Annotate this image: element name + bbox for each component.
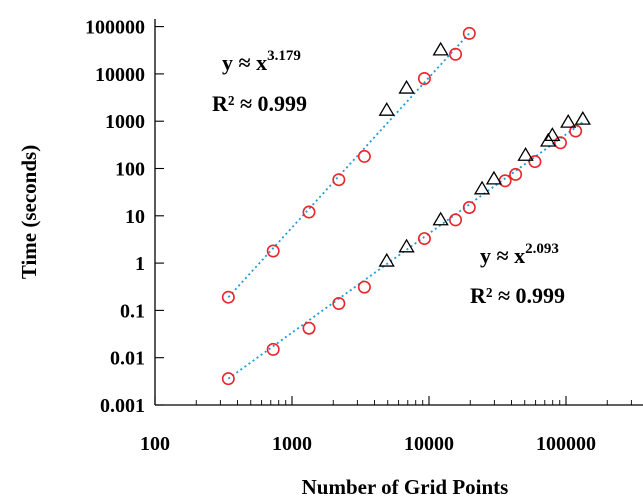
ticks: 0.001 0.01 0.1 1 10 100 1000 10000 100000 100 1000… bbox=[85, 17, 632, 455]
data-markers bbox=[221, 26, 591, 386]
circle-marker bbox=[417, 71, 431, 85]
circle-marker bbox=[266, 342, 280, 356]
triangle-marker bbox=[378, 252, 395, 267]
x-tick-label: 100000 bbox=[536, 433, 596, 455]
triangle-marker bbox=[544, 127, 561, 141]
triangle-marker bbox=[574, 110, 591, 125]
lower-fit-equation-base: y ≈ x bbox=[480, 243, 525, 268]
circle-marker bbox=[302, 205, 316, 219]
x-axis-title: Number of Grid Points bbox=[302, 475, 509, 499]
y-tick-label: 10 bbox=[125, 206, 145, 228]
lower-fit-equation-exponent: 2.093 bbox=[525, 241, 559, 257]
fit-lines bbox=[227, 32, 584, 380]
triangle-marker bbox=[432, 211, 449, 226]
x-tick-label: 10000 bbox=[404, 433, 454, 455]
y-tick-label: 10000 bbox=[95, 64, 145, 86]
upper-fit-equation-base: y ≈ x bbox=[222, 50, 267, 75]
circle-marker bbox=[302, 321, 316, 335]
circle-marker bbox=[332, 296, 346, 310]
lower-fit-r-squared: R² ≈ 0.999 bbox=[470, 283, 565, 308]
y-tick-label: 1000 bbox=[105, 111, 145, 133]
circle-marker bbox=[221, 290, 235, 304]
circle-marker bbox=[553, 136, 567, 150]
triangle-marker bbox=[473, 180, 491, 195]
circle-marker bbox=[357, 280, 371, 294]
lower-fit-equation: y ≈ x2.093 bbox=[480, 241, 559, 268]
circle-marker bbox=[357, 149, 371, 163]
triangle-marker bbox=[398, 79, 415, 94]
triangle-marker bbox=[432, 41, 449, 56]
circle-marker bbox=[266, 244, 280, 258]
x-tick-label: 1000 bbox=[272, 433, 312, 455]
circle-marker bbox=[509, 167, 523, 181]
y-tick-label: 100000 bbox=[85, 17, 145, 39]
triangle-marker bbox=[560, 113, 577, 128]
circle-marker bbox=[449, 213, 463, 227]
circle-marker bbox=[498, 174, 512, 188]
upper-fit-equation: y ≈ x3.179 bbox=[222, 48, 301, 75]
y-tick-label: 0.1 bbox=[120, 300, 145, 322]
x-tick-label: 100 bbox=[140, 433, 170, 455]
y-tick-label: 1 bbox=[135, 253, 145, 275]
upper-fit-equation-exponent: 3.179 bbox=[267, 48, 301, 64]
triangle-marker bbox=[378, 102, 395, 116]
circle-marker bbox=[332, 173, 346, 187]
triangle-marker bbox=[485, 170, 503, 185]
y-tick-label: 100 bbox=[115, 159, 145, 181]
circle-marker bbox=[221, 372, 235, 386]
circle-marker bbox=[417, 232, 431, 246]
axes bbox=[154, 19, 643, 406]
circle-marker bbox=[569, 124, 583, 138]
triangle-marker bbox=[517, 147, 534, 161]
circle-marker bbox=[462, 200, 476, 214]
y-tick-label: 0.01 bbox=[110, 348, 145, 370]
circle-marker bbox=[462, 26, 476, 40]
y-axis-title: Time (seconds) bbox=[17, 145, 41, 279]
triangle-marker bbox=[398, 238, 415, 253]
circle-marker bbox=[449, 47, 463, 61]
y-tick-label: 0.001 bbox=[100, 395, 145, 417]
circle-marker bbox=[528, 155, 542, 169]
upper-fit-r-squared: R² ≈ 0.999 bbox=[212, 91, 307, 116]
